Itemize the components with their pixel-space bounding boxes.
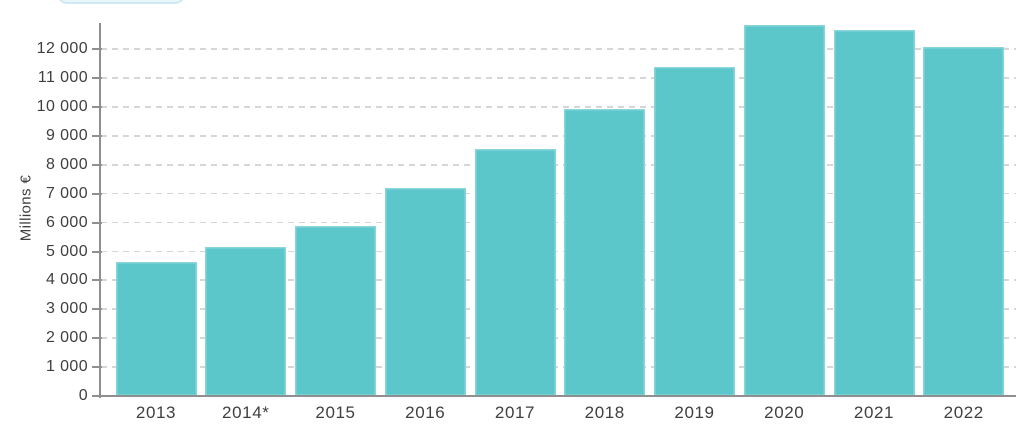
y-tick bbox=[92, 366, 102, 369]
bar-2017[interactable] bbox=[474, 148, 556, 396]
x-tick-label: 2020 bbox=[764, 403, 805, 422]
y-tick bbox=[92, 163, 102, 166]
y-tick-label: 7 000 bbox=[45, 184, 88, 202]
gridline bbox=[101, 192, 1016, 195]
bar-2018[interactable] bbox=[564, 109, 646, 396]
y-tick bbox=[92, 250, 102, 253]
y-tick-label: 1 000 bbox=[45, 358, 88, 376]
x-tick-label: 2017 bbox=[494, 403, 536, 422]
gridline bbox=[101, 48, 1016, 50]
x-tick-label: 2016 bbox=[405, 403, 446, 422]
y-tick-label: 8 000 bbox=[45, 155, 88, 173]
y-tick bbox=[92, 395, 102, 397]
bar-2021[interactable] bbox=[833, 30, 915, 396]
y-tick-label: 0 bbox=[78, 387, 88, 404]
y-axis-line bbox=[99, 23, 101, 398]
y-tick bbox=[92, 308, 102, 311]
gridline bbox=[101, 221, 1016, 224]
gridline bbox=[101, 77, 1016, 79]
x-axis-line bbox=[99, 395, 1016, 397]
gridline bbox=[101, 308, 1016, 311]
bar-2022[interactable] bbox=[923, 46, 1005, 396]
y-tick-label: 6 000 bbox=[45, 213, 88, 231]
bar-2019[interactable] bbox=[654, 67, 735, 396]
y-tick bbox=[92, 48, 102, 51]
y-tick-label: 9 000 bbox=[45, 126, 88, 144]
y-tick-label: 11 000 bbox=[37, 69, 88, 87]
y-tick bbox=[92, 192, 102, 195]
x-tick-label: 2021 bbox=[853, 403, 895, 422]
bar-2016[interactable] bbox=[384, 187, 466, 396]
y-tick-label: 3 000 bbox=[45, 300, 88, 318]
bar-2020[interactable] bbox=[743, 24, 825, 396]
gridline bbox=[101, 134, 1016, 137]
x-tick-label: 2014* bbox=[222, 403, 270, 422]
gridline bbox=[101, 106, 1016, 108]
y-tick bbox=[92, 134, 102, 137]
gridline bbox=[101, 250, 1016, 253]
y-tick bbox=[92, 106, 102, 108]
gridline bbox=[101, 163, 1016, 166]
bar-2014[interactable] bbox=[205, 246, 287, 396]
y-tick bbox=[92, 279, 102, 282]
y-tick-label: 4 000 bbox=[45, 271, 88, 289]
bar-2015[interactable] bbox=[295, 226, 376, 396]
x-tick-label: 2019 bbox=[674, 403, 715, 422]
bar-2013[interactable] bbox=[115, 261, 197, 396]
x-tick-label: 2022 bbox=[943, 403, 984, 422]
x-tick-label: 2013 bbox=[135, 403, 177, 422]
y-tick bbox=[92, 77, 102, 80]
gridline bbox=[101, 337, 1016, 339]
y-tick-label: 2 000 bbox=[45, 329, 88, 347]
y-tick bbox=[92, 337, 102, 340]
y-tick-label: 12 000 bbox=[36, 40, 88, 58]
y-tick-label: 10 000 bbox=[36, 98, 88, 115]
x-tick-label: 2015 bbox=[315, 403, 356, 422]
gridline bbox=[101, 279, 1016, 282]
y-tick-label: 5 000 bbox=[45, 242, 88, 260]
gridline bbox=[101, 366, 1016, 368]
y-tick bbox=[92, 221, 102, 224]
x-tick-label: 2018 bbox=[584, 403, 625, 422]
cropped-top-button[interactable] bbox=[56, 0, 186, 4]
